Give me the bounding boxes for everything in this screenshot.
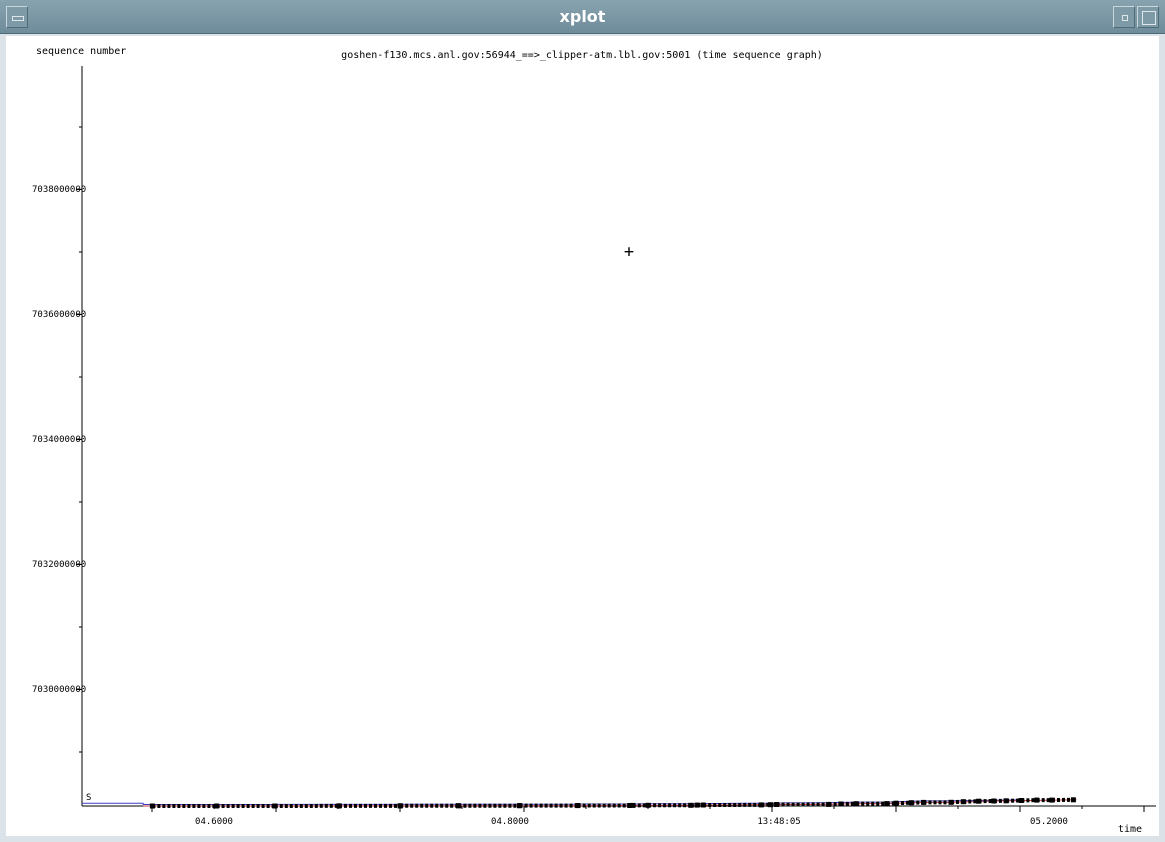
segment-point bbox=[700, 802, 706, 808]
segment-point bbox=[908, 800, 914, 806]
x-tick-label: 04.6000 bbox=[195, 817, 233, 827]
y-tick-label: 7036000000 bbox=[32, 310, 86, 320]
y-tick-label: 7032000000 bbox=[32, 560, 86, 570]
y-tick-label: 7034000000 bbox=[32, 435, 86, 445]
maximize-icon[interactable] bbox=[1137, 6, 1159, 28]
segment-point bbox=[1018, 798, 1024, 803]
segment-run bbox=[963, 799, 979, 804]
segment-point bbox=[758, 802, 764, 808]
segment-point bbox=[921, 799, 926, 805]
x-axis-label: time bbox=[1118, 824, 1142, 835]
cursor-crosshair-icon: + bbox=[624, 242, 634, 262]
segment-run bbox=[895, 800, 912, 806]
segment-point bbox=[645, 802, 651, 808]
segment-point bbox=[694, 802, 700, 808]
segment-point bbox=[1003, 798, 1009, 804]
segment-point bbox=[884, 801, 890, 807]
segment-point bbox=[991, 798, 997, 804]
segment-point bbox=[1034, 797, 1040, 803]
chart-title: goshen-f130.mcs.anl.gov:56944_==>_clippe… bbox=[341, 50, 823, 61]
axes: 7030000000 7032000000 7034000000 7036000000… bbox=[32, 66, 1156, 827]
segment-point bbox=[893, 800, 899, 806]
segment-point bbox=[960, 799, 966, 805]
segment-point bbox=[774, 802, 780, 807]
segment-point bbox=[517, 803, 523, 809]
segment-point bbox=[149, 803, 155, 809]
y-tick-label: 7038000000 bbox=[32, 185, 86, 195]
series-layer bbox=[82, 797, 1077, 809]
segment-point bbox=[976, 798, 982, 804]
segment-point bbox=[826, 801, 832, 807]
segment-point bbox=[630, 802, 636, 808]
segment-point bbox=[768, 802, 773, 808]
plot-canvas[interactable]: sequence number goshen-f130.mcs.anl.gov:… bbox=[6, 36, 1159, 836]
title-bar[interactable]: xplot bbox=[0, 0, 1165, 34]
window-menu-icon[interactable] bbox=[6, 6, 28, 28]
segment-point bbox=[272, 803, 278, 809]
y-axis-label: sequence number bbox=[36, 46, 126, 57]
segment-point bbox=[853, 801, 859, 807]
segment-point bbox=[948, 799, 954, 805]
origin-corner-label: S bbox=[86, 793, 91, 803]
segment-point bbox=[688, 802, 694, 808]
window-title: xplot bbox=[559, 7, 606, 26]
x-tick-label: 13:48:05 bbox=[757, 817, 800, 827]
segment-point bbox=[1049, 797, 1055, 803]
segment-point bbox=[575, 803, 581, 808]
segment-point bbox=[838, 801, 844, 807]
segment-point bbox=[336, 803, 342, 809]
time-sequence-graph[interactable]: sequence number goshen-f130.mcs.anl.gov:… bbox=[6, 36, 1159, 836]
segment-point bbox=[627, 803, 633, 808]
segment-point bbox=[397, 803, 403, 809]
segment-point bbox=[1070, 797, 1076, 803]
x-tick-label: 04.8000 bbox=[491, 817, 529, 827]
y-tick-label: 7030000000 bbox=[32, 685, 86, 695]
x-tick-label: 05.2000 bbox=[1030, 817, 1068, 827]
minimize-icon[interactable] bbox=[1113, 6, 1135, 28]
segment-point bbox=[214, 803, 220, 809]
segment-point bbox=[455, 803, 461, 809]
